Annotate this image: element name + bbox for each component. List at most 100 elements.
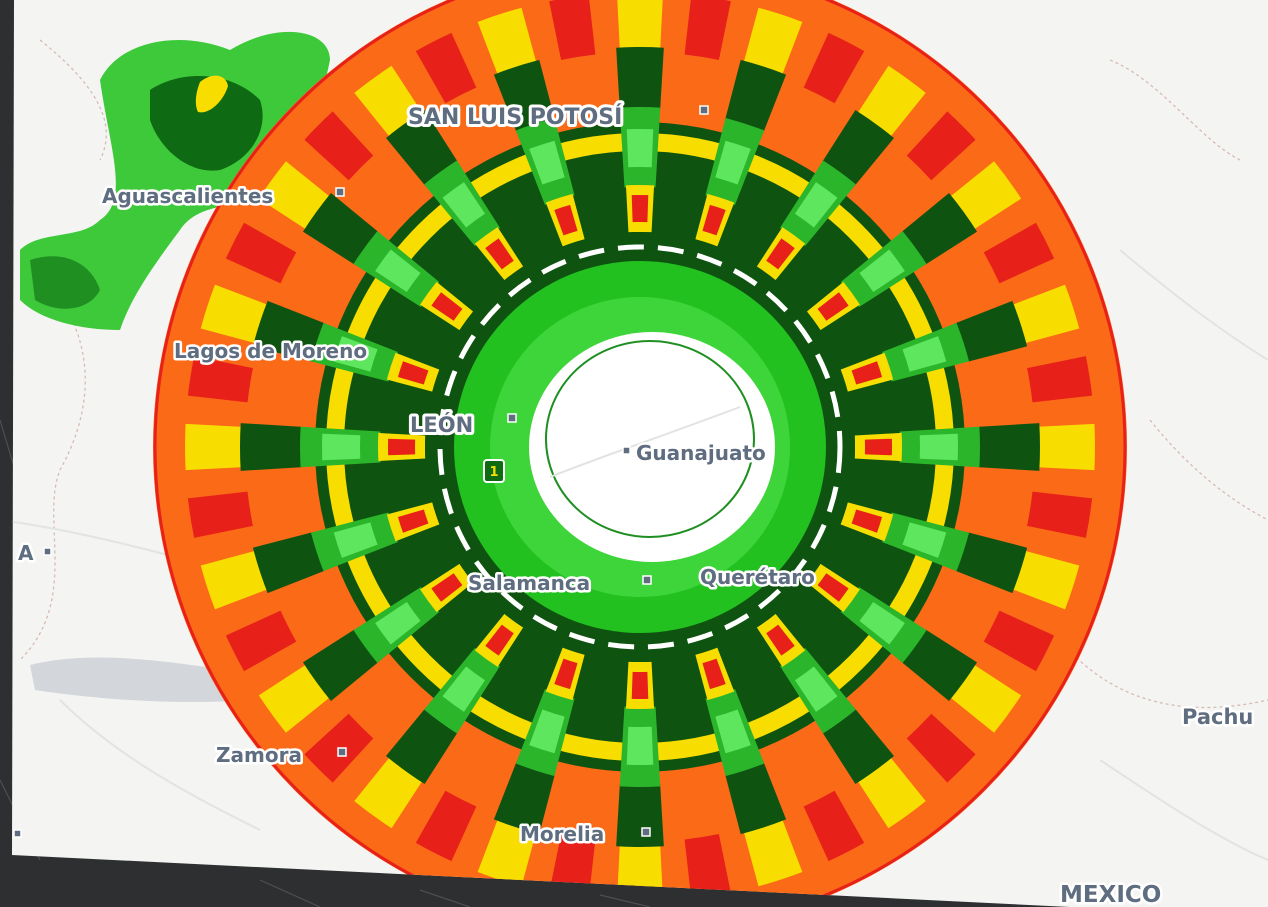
radar-gap-red: [415, 790, 477, 862]
city-lagos-de-moreno[interactable]: Lagos de Moreno: [172, 337, 370, 366]
radar-gap-red: [684, 0, 731, 60]
city-label: Pachu: [1182, 705, 1253, 729]
location-marker[interactable]: 1: [483, 459, 505, 483]
city-leon[interactable]: LEÓN: [407, 409, 517, 440]
radar-spoke-outer: [725, 761, 787, 835]
center-road: [549, 406, 741, 478]
radar-spoke-outer: [954, 300, 1028, 362]
radar-gap-red: [225, 610, 297, 672]
radar-spoke-red: [554, 658, 578, 690]
radar-spoke-outer: [239, 423, 303, 471]
radar-spoke-light: [442, 182, 486, 228]
radar-spoke-light: [902, 522, 947, 558]
city-label: Salamanca: [468, 571, 590, 595]
city-dot: [642, 575, 652, 585]
radar-spoke-light: [626, 129, 654, 168]
radar-gap-red: [983, 610, 1055, 672]
radar-spoke-red: [766, 238, 795, 270]
lake: [30, 657, 250, 702]
radar-gap-red: [225, 222, 297, 284]
radar-gap-red: [415, 32, 477, 104]
radar-gap-red: [1027, 491, 1093, 538]
radar-spoke-red: [864, 438, 892, 456]
radar-coverage: [153, 0, 1127, 907]
radar-spoke-red: [817, 573, 849, 602]
city-label: Zamora: [216, 743, 302, 767]
radar-spoke-outer: [616, 46, 664, 110]
city-salamanca[interactable]: Salamanca: [466, 569, 652, 598]
radar-spoke-red: [431, 292, 463, 321]
city-label: Lagos de Moreno: [174, 339, 367, 363]
radar-spoke-red: [485, 624, 514, 656]
city-label: LEÓN: [410, 412, 473, 437]
radar-spoke-red: [554, 204, 578, 236]
city-dot: [13, 829, 22, 838]
radar-gap-red: [187, 356, 253, 403]
city-morelia[interactable]: Morelia: [518, 820, 651, 849]
city-label: SAN LUIS POTOSÍ: [408, 104, 622, 130]
city-guanajuato[interactable]: Guanajuato: [622, 439, 768, 468]
radar-gap-red: [684, 834, 731, 900]
radar-spoke-red: [485, 238, 514, 270]
city-pachuca[interactable]: Pachu: [1180, 703, 1256, 732]
city-dot: [622, 446, 631, 455]
city-label: Guanajuato: [636, 441, 766, 465]
city-san-luis-potosi[interactable]: SAN LUIS POTOSÍ: [405, 101, 709, 133]
location-marker-label: 1: [489, 465, 498, 480]
radar-spoke-red: [817, 292, 849, 321]
radar-center: [529, 332, 775, 562]
radar-spoke-red: [702, 204, 726, 236]
radar-spoke-outer: [493, 761, 555, 835]
radar-gap-red: [906, 713, 976, 783]
radar-spoke-light: [859, 601, 905, 645]
radar-spoke-light: [529, 709, 565, 754]
radar-spoke-light: [794, 182, 838, 228]
radar-spoke-outer: [302, 192, 379, 265]
city-aguascalientes[interactable]: Aguascalientes: [100, 182, 345, 211]
city-dot: [337, 747, 347, 757]
radar-spoke-light: [333, 336, 378, 372]
city-dot: [507, 413, 517, 423]
radar-spoke-outer: [302, 629, 379, 702]
city-edge-west[interactable]: A: [16, 539, 52, 568]
radar-spoke-outer: [822, 708, 895, 785]
city-zamora[interactable]: Zamora: [214, 741, 347, 770]
radar-spoke-light: [715, 140, 751, 185]
radar-spoke-outer: [385, 109, 458, 186]
radar-spoke-light: [322, 433, 361, 461]
radar-gap-red: [803, 790, 865, 862]
radar-spoke-light: [902, 336, 947, 372]
precipitation-blob: [20, 31, 330, 331]
radar-spoke-red: [397, 361, 429, 385]
radar-gap-red: [1027, 356, 1093, 403]
radar-spoke-light: [375, 601, 421, 645]
radar-spoke-red: [851, 509, 883, 533]
radar-spoke-light: [529, 140, 565, 185]
radar-center-ring: [545, 340, 755, 538]
radar-spoke-outer: [822, 109, 895, 186]
radar-spoke-light: [626, 726, 654, 765]
radar-spoke-outer: [954, 532, 1028, 594]
radar-spoke-red: [388, 438, 416, 456]
radar-spoke-red: [631, 671, 649, 699]
city-label: A: [18, 541, 34, 565]
radar-spoke-light: [333, 522, 378, 558]
city-label: Morelia: [520, 822, 604, 846]
city-queretaro[interactable]: Querétaro: [698, 563, 818, 592]
radar-spoke-light: [919, 433, 959, 461]
radar-spoke-outer: [385, 708, 458, 785]
city-label: Aguascalientes: [102, 184, 273, 208]
radar-spoke-outer: [252, 532, 326, 594]
city-dot: [335, 187, 345, 197]
city-dot: [699, 105, 709, 115]
state-borders: [19, 39, 1268, 709]
radar-rim: [153, 0, 1127, 907]
radar-spoke-red: [851, 361, 883, 385]
radar-spoke-red: [766, 624, 795, 656]
radar-gap-red: [304, 111, 374, 181]
radar-spoke-light: [715, 709, 751, 754]
city-mexico[interactable]: MEXICO: [1058, 880, 1164, 907]
radar-spoke-outer: [493, 59, 555, 133]
radar-spoke-outer: [616, 784, 664, 847]
